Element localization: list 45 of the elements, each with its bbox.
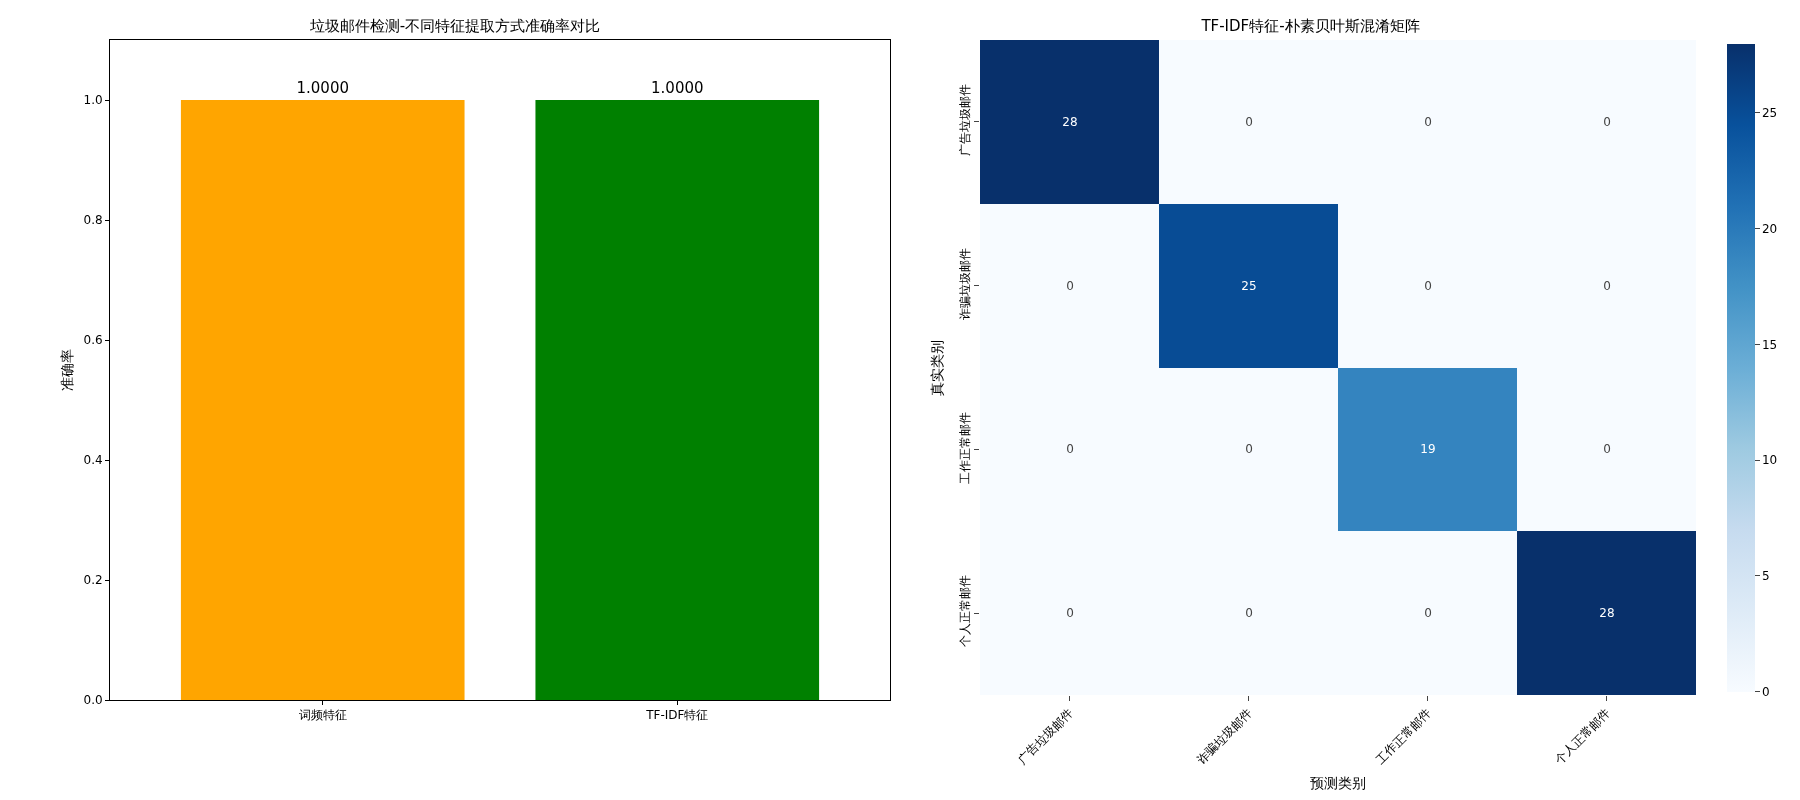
data-label: 0 xyxy=(1245,442,1253,457)
data-label: 0 xyxy=(1066,442,1074,457)
y-tick-label: 广告垃圾邮件 xyxy=(958,84,973,157)
y-tick-label: 0.8 xyxy=(83,213,103,228)
x-tick-label: 广告垃圾邮件 xyxy=(1015,705,1076,767)
data-label: 1.0000 xyxy=(296,79,349,97)
y-tick-label: 工作正常邮件 xyxy=(958,411,973,484)
color-bar-label: 15 xyxy=(1761,337,1778,352)
data-label: 28 xyxy=(1062,115,1078,130)
data-label: 19 xyxy=(1420,442,1436,457)
y-tick-label: 1.0 xyxy=(83,93,103,108)
y-tick-label: 0.4 xyxy=(83,453,103,468)
color-bar-label: 0 xyxy=(1761,684,1770,699)
data-label: 0 xyxy=(1603,279,1611,294)
y-tick-label: 个人正常邮件 xyxy=(958,575,973,648)
data-label: 0 xyxy=(1424,606,1432,621)
y-tick-label: 0.2 xyxy=(83,573,103,588)
data-label: 0 xyxy=(1245,606,1253,621)
data-label: 0 xyxy=(1603,442,1611,457)
color-bar-label: 25 xyxy=(1761,106,1778,121)
x-tick-label: TF-IDF特征 xyxy=(645,708,709,723)
x-tick-label: 词频特征 xyxy=(298,708,347,723)
chart-title: TF-IDF特征-朴素贝叶斯混淆矩阵 xyxy=(1200,16,1420,35)
data-label: 0 xyxy=(1603,115,1611,130)
data-label: 25 xyxy=(1241,279,1257,294)
x-tick-label: 诈骗垃圾邮件 xyxy=(1194,705,1255,767)
y-tick-label: 诈骗垃圾邮件 xyxy=(958,247,973,320)
data-label: 0 xyxy=(1424,115,1432,130)
x-tick-label: 个人正常邮件 xyxy=(1552,705,1613,767)
chart-title: 垃圾邮件检测-不同特征提取方式准确率对比 xyxy=(308,16,601,35)
y-tick-label: 0.6 xyxy=(83,333,103,348)
color-bar-label: 5 xyxy=(1761,568,1770,583)
x-tick-label: 工作正常邮件 xyxy=(1373,705,1434,767)
data-label: 0 xyxy=(1066,606,1074,621)
data-label: 28 xyxy=(1599,606,1615,621)
y-axis-title: 真实类别 xyxy=(929,339,945,396)
x-axis-title: 预测类别 xyxy=(1310,774,1366,791)
color-bar-label: 20 xyxy=(1761,221,1778,236)
data-label: 0 xyxy=(1424,279,1432,294)
y-axis-title: 准确率 xyxy=(59,349,75,391)
data-label: 1.0000 xyxy=(651,79,704,97)
color-bar-label: 10 xyxy=(1761,453,1778,468)
y-tick-label: 0.0 xyxy=(83,693,103,708)
data-label: 0 xyxy=(1066,279,1074,294)
data-label: 0 xyxy=(1245,115,1253,130)
